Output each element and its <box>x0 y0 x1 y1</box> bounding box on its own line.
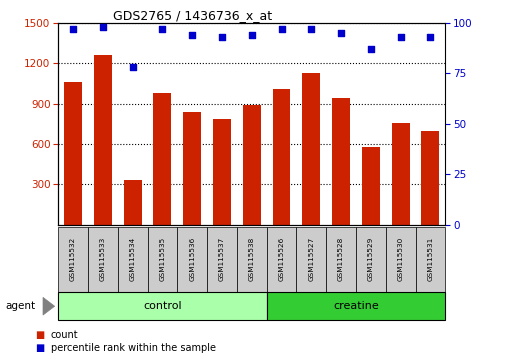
Text: GSM115534: GSM115534 <box>129 237 135 281</box>
Text: GSM115531: GSM115531 <box>427 237 433 281</box>
Point <box>158 26 166 32</box>
Text: GSM115528: GSM115528 <box>337 237 343 281</box>
Point <box>426 34 434 40</box>
Bar <box>147 227 177 292</box>
Bar <box>296 227 326 292</box>
Point <box>218 34 226 40</box>
Bar <box>266 227 296 292</box>
Point <box>336 30 344 36</box>
Text: agent: agent <box>5 301 35 311</box>
Text: GDS2765 / 1436736_x_at: GDS2765 / 1436736_x_at <box>113 9 271 22</box>
Bar <box>326 227 355 292</box>
Bar <box>415 227 444 292</box>
Text: GSM115530: GSM115530 <box>397 237 403 281</box>
Text: GSM115535: GSM115535 <box>159 237 165 281</box>
Bar <box>331 98 349 225</box>
Bar <box>361 147 379 225</box>
Text: creatine: creatine <box>332 301 378 311</box>
Text: GSM115533: GSM115533 <box>99 237 106 281</box>
Bar <box>242 105 260 225</box>
Text: GSM115538: GSM115538 <box>248 237 254 281</box>
Bar <box>236 227 266 292</box>
Bar <box>58 227 88 292</box>
Text: count: count <box>50 330 78 339</box>
Bar <box>64 82 82 225</box>
Bar <box>421 131 438 225</box>
Text: ■: ■ <box>35 343 44 353</box>
Bar <box>355 227 385 292</box>
Bar <box>385 227 415 292</box>
Bar <box>123 181 141 225</box>
Text: ■: ■ <box>35 330 44 339</box>
Bar <box>94 55 112 225</box>
Bar <box>88 227 118 292</box>
Bar <box>266 292 444 320</box>
Point <box>247 32 256 38</box>
Text: GSM115527: GSM115527 <box>308 237 314 281</box>
Point <box>98 24 107 30</box>
Text: GSM115537: GSM115537 <box>219 237 225 281</box>
Point <box>307 26 315 32</box>
Text: control: control <box>143 301 181 311</box>
Bar <box>207 227 236 292</box>
Bar <box>153 93 171 225</box>
Bar <box>272 89 290 225</box>
Polygon shape <box>43 297 55 315</box>
Point <box>69 26 77 32</box>
Bar <box>391 122 409 225</box>
Bar <box>213 119 230 225</box>
Bar <box>302 73 320 225</box>
Point <box>188 32 196 38</box>
Text: GSM115529: GSM115529 <box>367 237 373 281</box>
Text: percentile rank within the sample: percentile rank within the sample <box>50 343 215 353</box>
Bar <box>177 227 207 292</box>
Text: GSM115536: GSM115536 <box>189 237 195 281</box>
Bar <box>118 227 147 292</box>
Point <box>366 46 374 52</box>
Point <box>396 34 404 40</box>
Point <box>128 64 136 70</box>
Text: GSM115532: GSM115532 <box>70 237 76 281</box>
Text: GSM115526: GSM115526 <box>278 237 284 281</box>
Point <box>277 26 285 32</box>
Bar <box>183 112 200 225</box>
Bar <box>58 292 266 320</box>
